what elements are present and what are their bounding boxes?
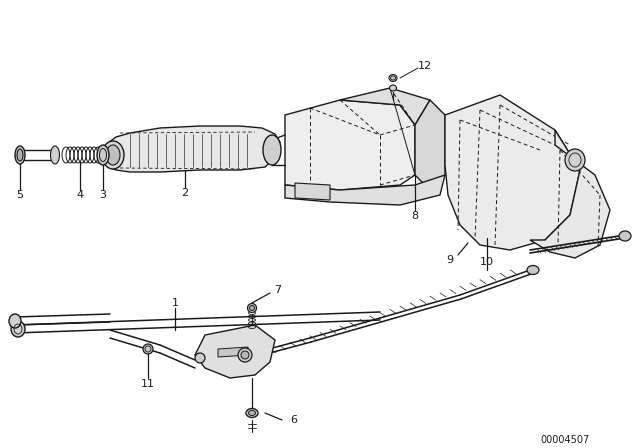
Text: 7: 7 — [275, 285, 282, 295]
Polygon shape — [340, 88, 430, 125]
Polygon shape — [295, 183, 330, 200]
Ellipse shape — [97, 145, 109, 165]
Text: 6: 6 — [290, 415, 297, 425]
Ellipse shape — [248, 410, 255, 415]
Ellipse shape — [246, 409, 258, 418]
Polygon shape — [195, 325, 275, 378]
Polygon shape — [285, 175, 445, 205]
Ellipse shape — [263, 135, 281, 165]
Text: 5: 5 — [17, 190, 24, 200]
Ellipse shape — [143, 344, 153, 354]
Text: 4: 4 — [76, 190, 84, 200]
Polygon shape — [285, 100, 415, 190]
Ellipse shape — [241, 351, 249, 359]
Ellipse shape — [619, 231, 631, 241]
Ellipse shape — [17, 149, 23, 161]
Polygon shape — [105, 126, 280, 172]
Ellipse shape — [51, 146, 60, 164]
Polygon shape — [530, 130, 610, 258]
Ellipse shape — [102, 141, 124, 169]
Ellipse shape — [390, 85, 397, 91]
Ellipse shape — [195, 353, 205, 363]
Text: 1: 1 — [172, 298, 179, 308]
Text: 9: 9 — [446, 255, 453, 265]
Ellipse shape — [389, 74, 397, 82]
Ellipse shape — [15, 146, 25, 164]
Polygon shape — [415, 100, 445, 190]
Ellipse shape — [248, 303, 257, 313]
Text: 3: 3 — [99, 190, 106, 200]
Text: 2: 2 — [181, 188, 189, 198]
Text: 8: 8 — [412, 211, 419, 221]
Polygon shape — [218, 347, 248, 357]
Ellipse shape — [9, 314, 21, 328]
Ellipse shape — [11, 321, 25, 337]
Text: 12: 12 — [418, 61, 432, 71]
Ellipse shape — [106, 145, 120, 165]
Ellipse shape — [527, 266, 539, 275]
Text: 00004507: 00004507 — [540, 435, 589, 445]
Ellipse shape — [250, 306, 255, 310]
Ellipse shape — [565, 149, 585, 171]
Text: 10: 10 — [480, 257, 494, 267]
Ellipse shape — [238, 348, 252, 362]
Polygon shape — [445, 95, 580, 250]
Text: 11: 11 — [141, 379, 155, 389]
